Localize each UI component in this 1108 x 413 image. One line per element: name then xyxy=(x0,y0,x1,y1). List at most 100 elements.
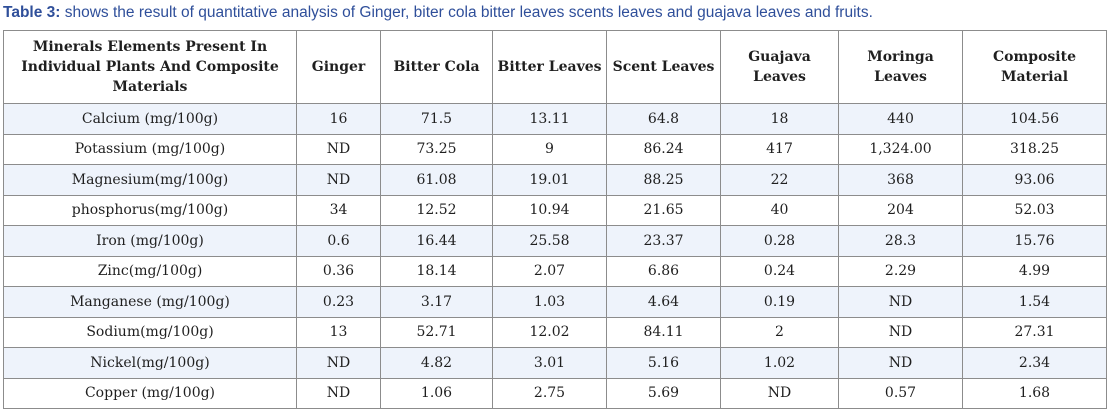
value-cell: 2.29 xyxy=(838,255,963,287)
header-cell: Scent Leaves xyxy=(606,30,721,104)
value-cell: 1.03 xyxy=(492,286,607,318)
value-cell: 1.54 xyxy=(962,286,1107,318)
value-cell: ND xyxy=(296,133,381,165)
value-cell: 0.24 xyxy=(720,255,839,287)
value-cell: 61.08 xyxy=(380,164,493,196)
value-cell: 0.6 xyxy=(296,225,381,257)
value-cell: 2.34 xyxy=(962,347,1107,379)
table-row: Nickel(mg/100g) ND 4.82 3.01 5.16 1.02 ND 2.34 xyxy=(3,347,1107,379)
value-cell: 88.25 xyxy=(606,164,721,196)
value-cell: ND xyxy=(296,377,381,409)
value-cell: 34 xyxy=(296,194,381,226)
value-cell: 5.16 xyxy=(606,347,721,379)
value-cell: ND xyxy=(296,164,381,196)
value-cell: 40 xyxy=(720,194,839,226)
mineral-label-cell: Calcium (mg/100g) xyxy=(3,103,297,135)
value-cell: 13 xyxy=(296,316,381,348)
mineral-label-cell: Nickel(mg/100g) xyxy=(3,347,297,379)
table-row: phosphorus(mg/100g) 34 12.52 10.94 21.65 40 20… xyxy=(3,194,1107,226)
table-row: Sodium(mg/100g) 13 52.71 12.02 84.11 2 ND 27.31 xyxy=(3,316,1107,348)
value-cell: 1.68 xyxy=(962,377,1107,409)
value-cell: 16.44 xyxy=(380,225,493,257)
value-cell: 18.14 xyxy=(380,255,493,287)
caption-label: Table 3: xyxy=(3,4,61,21)
mineral-label-cell: Iron (mg/100g) xyxy=(3,225,297,257)
table-row: Zinc(mg/100g) 0.36 18.14 2.07 6.86 0.24 2.29 4.… xyxy=(3,255,1107,287)
value-cell: ND xyxy=(720,377,839,409)
value-cell: 0.23 xyxy=(296,286,381,318)
value-cell: 22 xyxy=(720,164,839,196)
value-cell: 23.37 xyxy=(606,225,721,257)
value-cell: 3.17 xyxy=(380,286,493,318)
value-cell: 4.99 xyxy=(962,255,1107,287)
value-cell: 440 xyxy=(838,103,963,135)
value-cell: 21.65 xyxy=(606,194,721,226)
minerals-table: Minerals Elements Present In Individual … xyxy=(3,30,1107,409)
mineral-label-cell: Copper (mg/100g) xyxy=(3,377,297,409)
value-cell: 64.8 xyxy=(606,103,721,135)
value-cell: 0.28 xyxy=(720,225,839,257)
value-cell: 5.69 xyxy=(606,377,721,409)
table-body: Calcium (mg/100g) 16 71.5 13.11 64.8 18 440 104… xyxy=(3,103,1107,409)
table-row: Potassium (mg/100g) ND 73.25 9 86.24 417 1,324… xyxy=(3,133,1107,165)
mineral-label-cell: Potassium (mg/100g) xyxy=(3,133,297,165)
value-cell: 4.64 xyxy=(606,286,721,318)
value-cell: 52.03 xyxy=(962,194,1107,226)
value-cell: 93.06 xyxy=(962,164,1107,196)
value-cell: 15.76 xyxy=(962,225,1107,257)
value-cell: 12.02 xyxy=(492,316,607,348)
caption-text: shows the result of quantitative analysi… xyxy=(60,4,873,21)
value-cell: 2 xyxy=(720,316,839,348)
value-cell: 1.06 xyxy=(380,377,493,409)
header-cell: Moringa Leaves xyxy=(838,30,963,104)
value-cell: 0.36 xyxy=(296,255,381,287)
value-cell: ND xyxy=(296,347,381,379)
value-cell: 12.52 xyxy=(380,194,493,226)
value-cell: 73.25 xyxy=(380,133,493,165)
value-cell: 71.5 xyxy=(380,103,493,135)
value-cell: ND xyxy=(838,286,963,318)
value-cell: 2.07 xyxy=(492,255,607,287)
value-cell: 0.57 xyxy=(838,377,963,409)
value-cell: 2.75 xyxy=(492,377,607,409)
value-cell: 6.86 xyxy=(606,255,721,287)
value-cell: 318.25 xyxy=(962,133,1107,165)
mineral-label-cell: Sodium(mg/100g) xyxy=(3,316,297,348)
value-cell: 86.24 xyxy=(606,133,721,165)
value-cell: 16 xyxy=(296,103,381,135)
value-cell: 27.31 xyxy=(962,316,1107,348)
table-row: Manganese (mg/100g) 0.23 3.17 1.03 4.64 0.19 N… xyxy=(3,286,1107,318)
value-cell: 3.01 xyxy=(492,347,607,379)
header-cell: Guajava Leaves xyxy=(720,30,839,104)
value-cell: 19.01 xyxy=(492,164,607,196)
value-cell: 10.94 xyxy=(492,194,607,226)
header-cell: Bitter Leaves xyxy=(492,30,607,104)
table-caption: Table 3: shows the result of quantitativ… xyxy=(3,2,873,24)
value-cell: ND xyxy=(838,347,963,379)
value-cell: 13.11 xyxy=(492,103,607,135)
value-cell: 25.58 xyxy=(492,225,607,257)
mineral-label-cell: phosphorus(mg/100g) xyxy=(3,194,297,226)
value-cell: 18 xyxy=(720,103,839,135)
value-cell: 52.71 xyxy=(380,316,493,348)
header-cell: Composite Material xyxy=(962,30,1107,104)
mineral-label-cell: Zinc(mg/100g) xyxy=(3,255,297,287)
value-cell: ND xyxy=(838,316,963,348)
value-cell: 368 xyxy=(838,164,963,196)
value-cell: 0.19 xyxy=(720,286,839,318)
value-cell: 28.3 xyxy=(838,225,963,257)
value-cell: 9 xyxy=(492,133,607,165)
header-cell: Ginger xyxy=(296,30,381,104)
table-row: Magnesium(mg/100g) ND 61.08 19.01 88.25 22 368… xyxy=(3,164,1107,196)
value-cell: 84.11 xyxy=(606,316,721,348)
table-row: Copper (mg/100g) ND 1.06 2.75 5.69 ND 0.57 1.68 xyxy=(3,377,1107,409)
header-cell: Bitter Cola xyxy=(380,30,493,104)
header-cell: Minerals Elements Present In Individual … xyxy=(3,30,297,104)
mineral-label-cell: Magnesium(mg/100g) xyxy=(3,164,297,196)
mineral-label-cell: Manganese (mg/100g) xyxy=(3,286,297,318)
value-cell: 417 xyxy=(720,133,839,165)
value-cell: 204 xyxy=(838,194,963,226)
table-row: Iron (mg/100g) 0.6 16.44 25.58 23.37 0.28 28.3… xyxy=(3,225,1107,257)
value-cell: 104.56 xyxy=(962,103,1107,135)
header-row: Minerals Elements Present In Individual … xyxy=(3,30,1107,104)
